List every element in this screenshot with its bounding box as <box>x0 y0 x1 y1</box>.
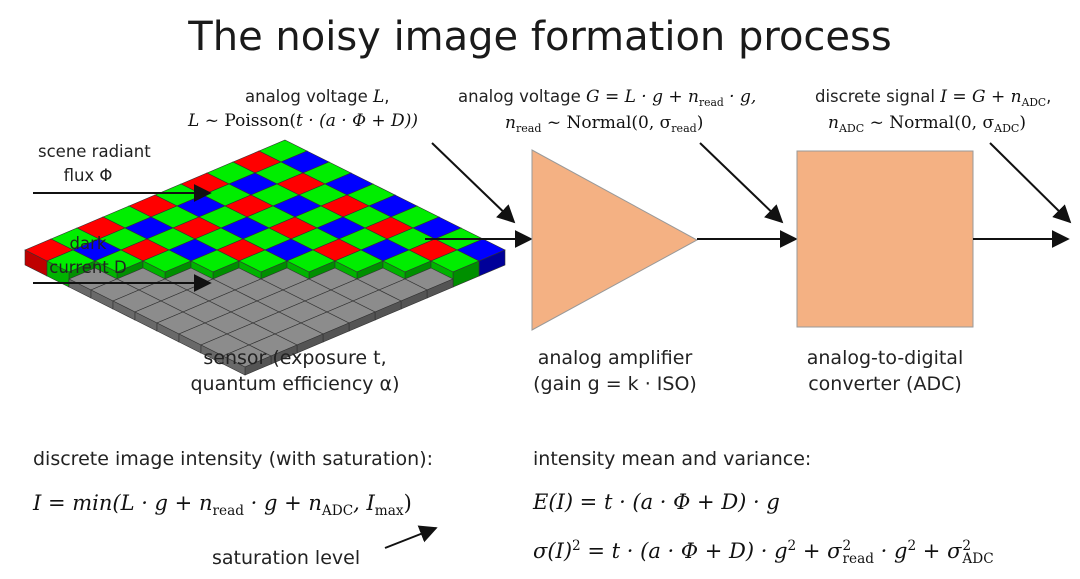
mean-variance-heading: intensity mean and variance: <box>533 448 812 470</box>
discrete-signal-label: discrete signal I = G + nADC, <box>815 87 1052 109</box>
variance-equation: σ(I)2 = t · (a · Φ + D) · g2 + σ 2 read · … <box>533 538 994 567</box>
saturation-arrow <box>384 525 438 549</box>
saturation-equation: I = min(L · g + nread · g + nADC, Imax) <box>33 491 412 519</box>
diagram-title: The noisy image formation process <box>188 14 892 60</box>
I-annotation-arrow <box>989 142 1072 224</box>
scene-radiant-label: scene radiant flux Φ <box>38 142 151 185</box>
adc-caption: analog-to-digital converter (ADC) <box>806 347 964 395</box>
analog-voltage-L-label: analog voltage L, <box>245 87 390 107</box>
dark-current-label: dark current D <box>49 234 127 277</box>
n-read-eq: nread ~ Normal(0, σread) <box>505 113 704 135</box>
bayer-sensor <box>24 139 506 376</box>
sensor-caption: sensor (exposure t, quantum efficiency α… <box>190 347 400 395</box>
mean-equation: E(I) = t · (a · Φ + D) · g <box>533 490 780 514</box>
amplifier-caption: analog amplifier (gain g = k · ISO) <box>533 347 697 395</box>
discrete-intensity-heading: discrete image intensity (with saturatio… <box>33 448 434 470</box>
L-poisson-eq: L ~ Poisson(t · (a · Φ + D)) <box>188 111 418 131</box>
amplifier-triangle <box>531 149 699 331</box>
analog-voltage-G-label: analog voltage G = L · g + nread · g, <box>458 87 757 109</box>
saturation-level-label: saturation level <box>212 547 361 569</box>
adc-box <box>796 150 974 328</box>
n-adc-eq: nADC ~ Normal(0, σADC) <box>828 113 1027 135</box>
G-annotation-arrow <box>699 142 784 224</box>
L-annotation-arrow <box>431 142 516 224</box>
